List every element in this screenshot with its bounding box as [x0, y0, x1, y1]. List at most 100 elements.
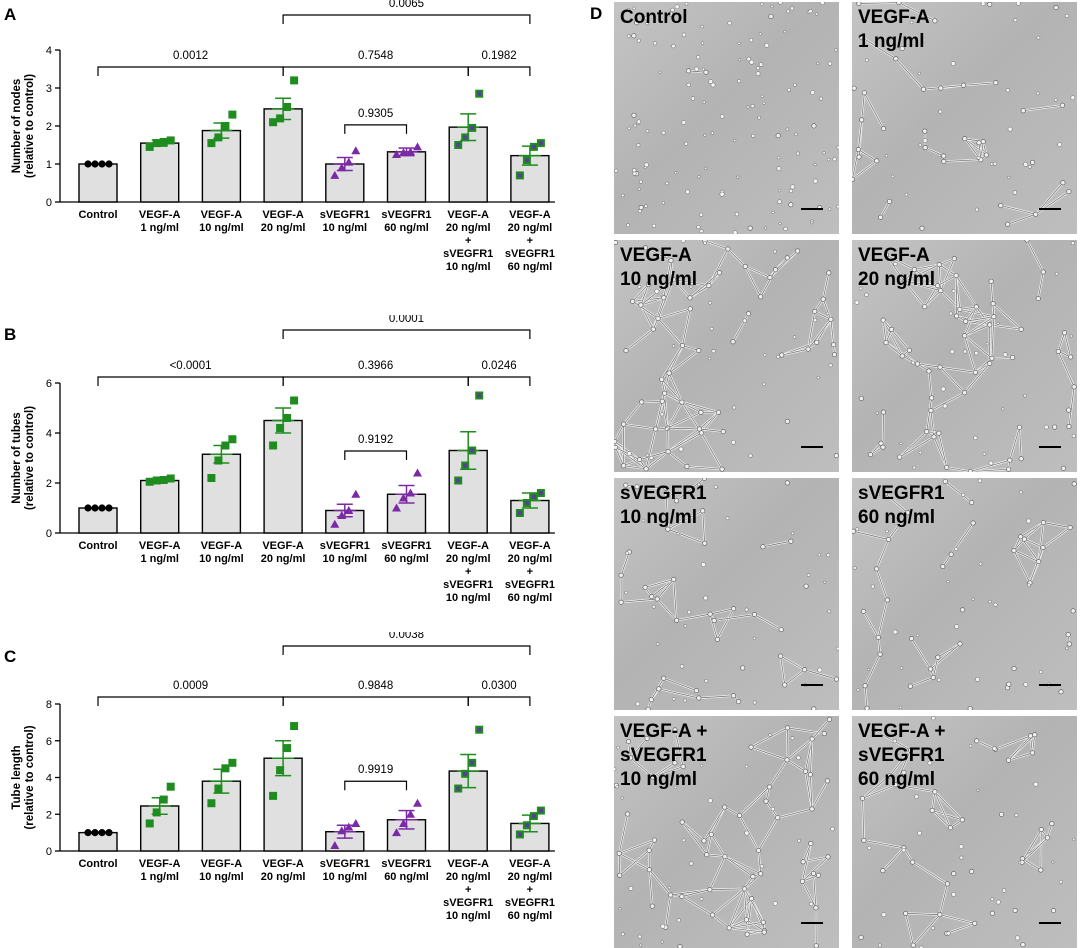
cell [962, 390, 968, 396]
tube-edge [905, 913, 941, 916]
cell [903, 910, 909, 916]
bar-group [386, 142, 427, 203]
cell [951, 871, 957, 877]
data-point [276, 114, 285, 123]
cell [614, 168, 619, 173]
cell [969, 500, 975, 506]
tube-edge [852, 160, 878, 180]
cell [639, 943, 643, 947]
tube-edge [813, 873, 817, 909]
cell [858, 286, 863, 291]
tube-edge [931, 810, 951, 829]
tube-edge [786, 738, 813, 761]
cell [817, 667, 823, 673]
tube-edge [1068, 386, 1075, 427]
cell [701, 478, 707, 481]
x-tick-label: + [465, 884, 471, 896]
chart-tube-length: C 0 2 4 6 8 Tube length (relative to control) C… [4, 632, 555, 922]
tube-edge [1057, 332, 1065, 352]
cell [1010, 355, 1016, 361]
cell [937, 677, 942, 682]
cell [926, 368, 932, 374]
cell [826, 157, 831, 162]
cell [772, 901, 778, 906]
data-point [228, 435, 237, 444]
data-point-inner [517, 832, 522, 837]
bar [139, 142, 180, 203]
panel-label-c: C [4, 647, 16, 666]
cell [856, 2, 862, 7]
tube-edge [728, 898, 752, 929]
bar-group [201, 758, 242, 852]
cell [877, 651, 883, 657]
cell [1070, 95, 1076, 101]
bar-group [263, 396, 303, 534]
micrograph: VEGF-A 20 ng/ml [852, 240, 1077, 472]
tube-edge [994, 735, 1031, 750]
cell [988, 278, 994, 284]
tube-edge [940, 258, 955, 291]
data-point-inner [470, 125, 475, 130]
significance-bracket: <0.0001 [97, 360, 284, 386]
cell [880, 126, 886, 132]
x-tick-label: sVEGFR1 [443, 897, 493, 909]
x-tick-label: 60 ng/ml [384, 553, 429, 565]
cell [1052, 424, 1058, 430]
cell [878, 943, 882, 948]
cell [906, 347, 912, 353]
tube-edge [632, 283, 649, 302]
cell [708, 301, 712, 305]
cell [621, 421, 627, 427]
cell [786, 9, 791, 14]
cell [674, 171, 678, 175]
cell [701, 838, 707, 844]
cell [815, 12, 819, 16]
p-value-label: 0.3966 [358, 360, 393, 372]
cell [1060, 180, 1066, 186]
cell [1040, 519, 1046, 525]
cell [864, 705, 870, 710]
cell [1017, 424, 1023, 430]
cell [703, 241, 707, 245]
p-value-label: 0.0001 [389, 315, 424, 325]
x-tick-label: 60 ng/ml [508, 261, 553, 273]
data-point [207, 799, 216, 808]
tube-edge [937, 275, 957, 287]
cell [907, 683, 913, 689]
y-tick-label: 4 [46, 428, 52, 440]
tube-edge [910, 677, 934, 687]
cell [747, 225, 753, 231]
tube-edge [1019, 426, 1022, 460]
cell [1036, 91, 1040, 96]
cell [1021, 536, 1027, 542]
cell [661, 295, 667, 301]
cell [684, 463, 690, 469]
cell [954, 547, 959, 552]
cell [922, 145, 928, 151]
tube-edge [681, 889, 711, 897]
micrograph-label: VEGF-A 1 ng/ml [858, 7, 930, 52]
tube-edge [667, 427, 700, 430]
tube-edge [970, 468, 1009, 472]
cell [975, 677, 980, 682]
cell [899, 666, 904, 670]
tube-edge [811, 719, 830, 740]
bar-group [448, 89, 488, 203]
tube-edge [619, 849, 650, 876]
tube-edge [882, 411, 884, 448]
cell [978, 561, 983, 566]
x-tick-label: sVEGFR1 [320, 209, 370, 221]
cell [707, 798, 713, 804]
bar-group [139, 782, 180, 852]
cell [744, 931, 750, 937]
tube-edge [661, 400, 668, 429]
cell [696, 695, 702, 701]
cell [737, 41, 741, 45]
cell [1071, 384, 1077, 390]
tube-edge [623, 465, 647, 470]
cell [803, 583, 809, 589]
cell [932, 429, 937, 434]
cell [651, 223, 657, 228]
tube-edge [963, 82, 997, 86]
data-point [399, 493, 408, 502]
